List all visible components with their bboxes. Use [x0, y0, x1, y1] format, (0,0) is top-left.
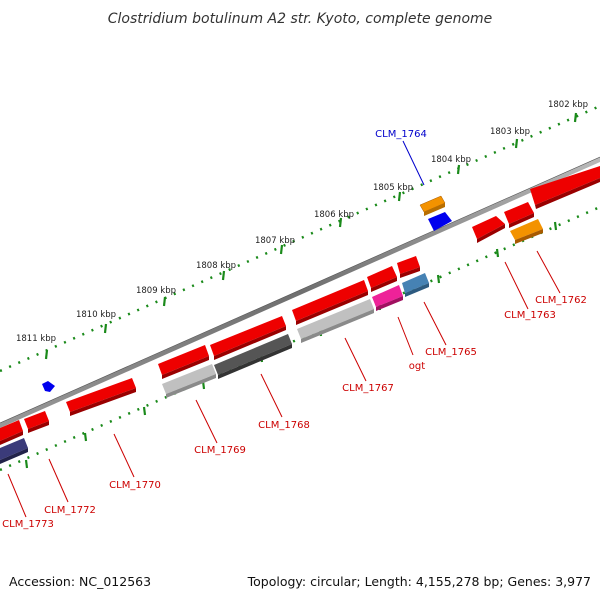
genome-title: Clostridium botulinum A2 str. Kyoto, com… [108, 11, 493, 27]
gene-feature-shadow [405, 283, 429, 297]
gene-feature-blue[interactable] [42, 381, 55, 392]
gene-feature-ogt[interactable] [372, 285, 403, 307]
label-leaders [7, 140, 561, 518]
gene-feature-red[interactable] [210, 316, 286, 356]
kbp-label: 1805 kbp [373, 183, 413, 193]
gene-feature-shadow [0, 448, 28, 464]
gene-label-clm1767[interactable]: CLM_1767 [342, 383, 394, 394]
gene-feature-shadow [166, 374, 216, 398]
gene-feature-shadow [218, 344, 292, 379]
kbp-label: 1802 kbp [548, 100, 588, 110]
gene-feature-clm1769[interactable] [162, 364, 216, 394]
gene-feature-red[interactable] [397, 256, 420, 274]
gene-label-clm1769[interactable]: CLM_1769 [194, 445, 246, 456]
gene-label-clm1764[interactable]: CLM_1764 [375, 129, 427, 140]
gene-feature-red[interactable] [0, 420, 23, 441]
gene-feature-blue-2[interactable] [428, 212, 452, 231]
gene-feature-clm1765[interactable] [402, 273, 429, 293]
gene-feature-shadow [515, 229, 543, 244]
gene-feature-shadow [70, 388, 136, 416]
gene-label-clm1773[interactable]: CLM_1773 [2, 519, 54, 530]
gene-feature-red[interactable] [367, 266, 397, 288]
kbp-label: 1808 kbp [196, 261, 236, 271]
kbp-label: 1806 kbp [314, 210, 354, 220]
gene-feature-shadow [296, 291, 368, 325]
gene-feature-red[interactable] [158, 345, 209, 375]
gene-feature-clm1767[interactable] [297, 299, 374, 339]
accession-text: Accession: NC_012563 [9, 574, 151, 589]
gene-feature-red[interactable] [292, 280, 368, 321]
gene-feature-shadow [371, 277, 397, 292]
gene-feature-red[interactable] [472, 216, 505, 239]
gene-feature-shadow [400, 267, 420, 278]
kbp-scale-labels: 1802 kbp 1803 kbp 1804 kbp 1805 kbp 1806… [16, 100, 588, 344]
genome-summary-text: Topology: circular; Length: 4,155,278 bp… [247, 574, 591, 589]
gene-feature-red[interactable] [24, 411, 49, 429]
gene-feature-shadow [0, 431, 23, 445]
gene-feature-shadow [509, 213, 534, 228]
kbp-label: 1809 kbp [136, 286, 176, 296]
gene-label-clm1762[interactable]: CLM_1762 [535, 295, 587, 306]
gene-feature-shadow [214, 326, 286, 360]
gene-feature-clm1773[interactable] [0, 438, 28, 460]
kbp-label: 1810 kbp [76, 310, 116, 320]
gene-label-clm1772[interactable]: CLM_1772 [44, 505, 96, 516]
gene-feature-shadow [28, 421, 49, 433]
gene-label-clm1768[interactable]: CLM_1768 [258, 420, 310, 431]
gene-feature-clm1762-region[interactable] [530, 166, 600, 205]
kbp-label: 1803 kbp [490, 127, 530, 137]
gene-feature-shadow [424, 203, 445, 216]
gene-labels: CLM_1764 CLM_1762 CLM_1763 CLM_1765 ogt … [2, 129, 587, 530]
genome-backbone [0, 156, 600, 428]
kbp-label: 1811 kbp [16, 334, 56, 344]
gene-features [0, 166, 600, 464]
gene-feature-clm1762[interactable] [510, 219, 543, 240]
gene-feature-shadow [301, 309, 374, 343]
gene-label-clm1770[interactable]: CLM_1770 [109, 480, 161, 491]
gene-feature-clm1768[interactable] [214, 334, 292, 375]
gene-label-ogt[interactable]: ogt [409, 361, 425, 372]
kbp-label: 1804 kbp [431, 155, 471, 165]
gene-feature-shadow [535, 178, 600, 209]
gene-label-clm1765[interactable]: CLM_1765 [425, 347, 477, 358]
gene-feature-shadow [477, 224, 505, 243]
gene-feature-red[interactable] [66, 378, 136, 412]
gene-label-clm1763[interactable]: CLM_1763 [504, 310, 556, 321]
gene-feature-shadow [376, 296, 403, 311]
gene-feature-red[interactable] [504, 202, 534, 224]
kbp-label: 1807 kbp [255, 236, 295, 246]
gene-feature-shadow [162, 356, 209, 379]
